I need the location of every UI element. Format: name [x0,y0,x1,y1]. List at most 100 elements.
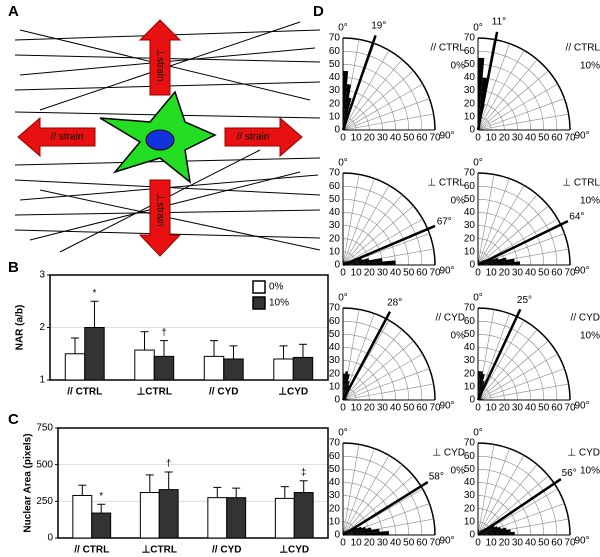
r-tick-label: 60 [464,451,476,462]
grid-arc [477,482,531,536]
x-tick-label: ⊥CTRL [137,387,172,398]
r-tick-label: 20 [329,503,341,514]
wedge [343,527,372,535]
angle-tick-label: 0° [473,428,483,439]
r-tick-label: 60 [416,403,428,414]
grid-spoke [477,368,565,401]
angle-tick-label: 0° [338,428,348,439]
grid-spoke [342,185,390,266]
grid-spoke [477,178,510,266]
wedge [343,371,349,400]
angle-tick-label: 0° [338,158,348,169]
nucleus [145,129,175,151]
r-tick-label: 0 [475,133,481,144]
mean-line [342,224,436,267]
r-tick-label: 10 [351,403,363,414]
bar [84,327,105,381]
angle-tick-label: 90° [574,131,589,142]
y-axis-label: NAR (a/b) [15,305,26,351]
r-tick-label: 0 [334,395,340,406]
r-tick-label: 30 [512,538,524,549]
grid-arc [342,482,396,536]
grid-spoke [342,455,390,536]
grid-spoke [477,475,549,536]
grid-spoke [342,70,414,131]
grid-spoke [342,59,403,131]
r-tick-label: 10 [464,516,476,527]
grid-spoke [342,368,430,401]
grid-arc [477,307,571,401]
angle-tick-label: 90° [439,131,454,142]
r-tick-label: 10 [329,246,341,257]
r-tick-label: 40 [464,207,476,218]
angle-tick-label: 0° [338,293,348,304]
grid-spoke [342,178,375,266]
r-tick-label: 10 [351,268,363,279]
mean-label: 67° [437,217,452,228]
r-tick-label: 30 [329,220,341,231]
wedge [343,399,350,400]
x-tick-label: // CYD [212,545,241,556]
legend-swatch [252,296,266,310]
grid-arc [477,347,531,401]
r-tick-label: 10 [329,111,341,122]
grid-spoke [477,70,549,131]
bar [292,356,314,381]
wedge [478,257,479,265]
wedge [478,399,485,400]
grid-arc [477,37,571,131]
grid-spoke [342,113,434,131]
r-tick-label: 10 [464,246,476,257]
r-tick-label: 70 [564,268,576,279]
r-tick-label: 50 [538,268,550,279]
r-tick-label: 10 [464,111,476,122]
r-tick-label: 20 [464,233,476,244]
grid-arc [477,333,545,401]
wedge [478,371,481,400]
r-tick-label: 40 [525,538,537,549]
wedge [478,526,501,535]
diagram: ⊥strain // strain // strain ⊥strain [14,19,321,257]
grid-spoke [477,353,558,401]
r-tick-label: 50 [538,538,550,549]
x-tick-label: ⊥CYD [278,387,308,398]
r-tick-label: 20 [464,503,476,514]
arrow [138,19,182,96]
r-tick-label: 40 [525,268,537,279]
grid-spoke [477,50,525,131]
mean-label: 64° [569,211,584,222]
r-tick-label: 60 [551,133,563,144]
r-tick-label: 0 [469,395,475,406]
chart-title: ⊥ CYD [567,448,600,459]
grid-arc [342,172,436,266]
annotation: † [161,327,167,338]
grid-arc [477,320,558,401]
wedge [478,257,507,265]
r-tick-label: 0 [475,268,481,279]
r-tick-label: 50 [403,268,415,279]
r-tick-label: 40 [464,342,476,353]
grid-spoke [342,174,360,266]
r-tick-label: 0 [340,133,346,144]
mean-line [341,311,392,401]
mean-label: 28° [387,298,402,309]
chart-subtitle: 10% [580,61,600,72]
mean-label: 56° [562,468,577,479]
grid-spoke [477,329,538,401]
r-tick-label: 20 [499,133,511,144]
grid-spoke [477,98,565,131]
r-tick-label: 50 [329,59,341,70]
wedge [343,373,346,400]
grid-spoke [342,194,403,266]
r-tick-label: 60 [416,133,428,144]
r-tick-label: 0 [340,268,346,279]
grid-spoke [342,464,403,536]
r-tick-label: 50 [329,329,341,340]
angle-tick-label: 0° [473,158,483,169]
r-tick-label: 60 [416,538,428,549]
angle-tick-label: 90° [439,266,454,277]
r-tick-label: 60 [329,181,341,192]
mean-label: 11° [492,17,506,28]
bar [293,492,314,539]
bar [223,358,244,381]
